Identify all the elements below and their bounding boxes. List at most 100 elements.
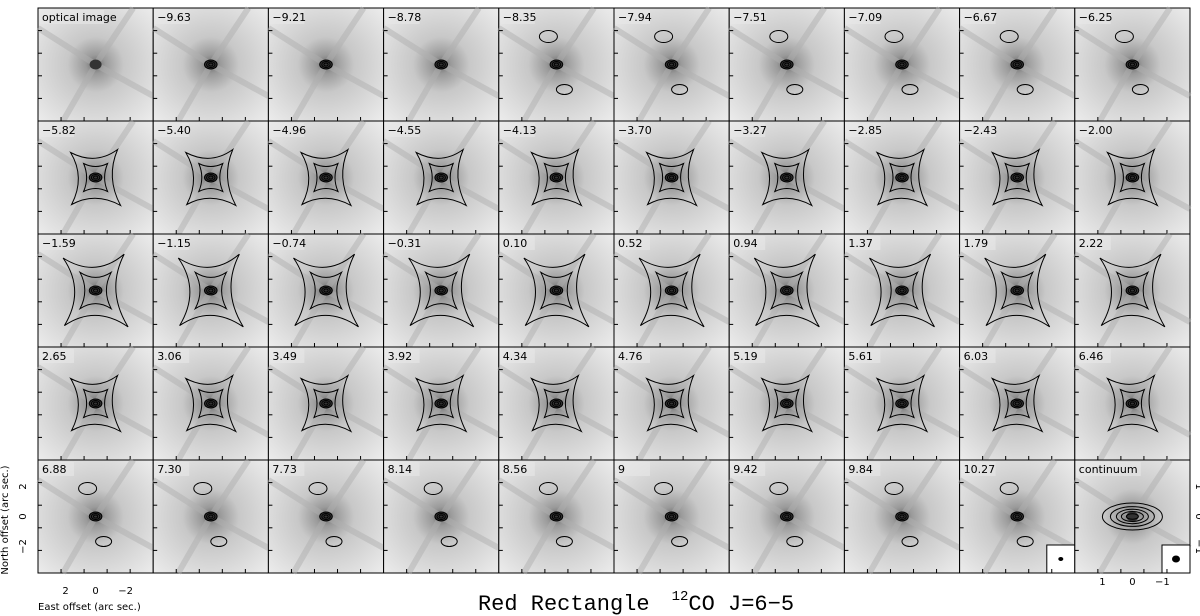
label-bg [961,236,996,250]
contour [553,62,560,67]
contour [869,253,935,328]
label-bg [385,349,420,363]
panel-label: −8.78 [388,11,422,24]
contour [760,148,814,207]
label-bg [270,123,305,137]
contour [549,172,564,183]
contour [321,287,331,294]
label-bg [155,10,190,24]
contour [784,62,790,67]
contour [1012,513,1022,520]
contour [895,59,909,70]
contour [885,270,919,311]
contour [204,285,218,296]
contour [782,287,792,294]
contour [773,388,800,419]
panel-label: −4.55 [388,124,422,137]
contour [1010,511,1025,522]
contour [414,374,468,433]
contour [321,174,331,181]
contour [664,511,679,522]
contour [1127,174,1138,181]
y-tick-label: 0 [18,513,29,519]
contour [753,253,820,328]
panel-label: −4.13 [503,124,537,137]
y2-tick-label: 1 [1193,483,1200,489]
contour [666,287,677,294]
contour [206,400,216,407]
contour [1014,62,1020,67]
label-bg [1076,236,1111,250]
label-bg [500,123,535,137]
contour [897,513,907,520]
label-bg [270,462,305,476]
contour [538,30,558,43]
contour [782,513,792,520]
panel-label: −8.35 [503,11,537,24]
contour [321,400,331,407]
contour [669,175,675,180]
contour [438,175,444,180]
contour [553,401,560,406]
contour [666,174,677,181]
contour [1129,62,1136,67]
label-bg [500,349,535,363]
label-bg [616,10,650,24]
contour [308,482,328,495]
contour [434,285,449,296]
contour [208,62,214,67]
y-tick-label: 2 [18,483,29,489]
beam [1058,557,1064,561]
contour [1129,175,1136,180]
contour [645,148,698,207]
contour [438,401,444,406]
contour [206,287,216,294]
contour [555,84,573,95]
label-bg [1076,349,1111,363]
contour [897,174,907,181]
x-tick-label: −2 [118,586,133,597]
contour [669,288,675,293]
contour [551,513,562,520]
contour [549,59,564,70]
panel-label: 3.49 [272,350,297,363]
contour [895,511,909,522]
contour [889,162,915,193]
contour [899,401,905,406]
label-bg [961,462,996,476]
contour [773,162,800,193]
contour [664,285,679,296]
contour [208,288,214,293]
contour [669,401,675,406]
contour [897,61,907,68]
contour [666,513,677,520]
contour [299,374,353,433]
contour [899,288,905,293]
label-bg [731,236,766,250]
contour [1106,148,1159,207]
contour [654,30,674,43]
contour [897,287,907,294]
figure-title: Red Rectangle 12CO J=6−5 [478,589,794,616]
contour [549,285,564,296]
x2-tick-label: −1 [1155,577,1170,588]
contour [549,398,564,409]
contour [438,288,444,293]
panel-label: 9.84 [848,463,873,476]
contour [321,61,331,68]
contour [1014,288,1020,293]
contour [93,288,99,293]
label-bg [1076,462,1141,476]
contour [780,172,794,183]
contour [1127,400,1138,407]
contour [1012,400,1022,407]
panel-label: −3.70 [618,124,652,137]
contour [69,148,122,207]
contour [1125,59,1140,70]
contour [428,388,455,419]
contour [1010,285,1025,296]
contour [551,61,562,68]
panel-label: continuum [1079,463,1138,476]
panel-label: −5.40 [157,124,191,137]
contour [436,400,446,407]
